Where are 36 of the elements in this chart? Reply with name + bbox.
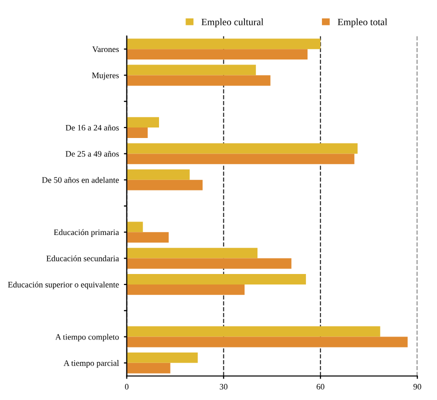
legend-label: Empleo cultural <box>202 18 264 28</box>
x-tick-label: 90 <box>413 384 422 390</box>
bar <box>126 248 258 258</box>
bar <box>126 128 148 138</box>
x-tick-label: 30 <box>220 384 228 390</box>
bar <box>126 49 308 60</box>
y-tick-label: De 25 a 49 años <box>66 150 119 157</box>
x-tick-label: 60 <box>316 384 324 390</box>
bar <box>126 326 380 337</box>
bar <box>126 232 169 243</box>
x-tick-label: 0 <box>124 384 128 390</box>
bar <box>126 64 256 76</box>
bar <box>126 352 198 363</box>
bar <box>126 154 354 164</box>
y-tick-label: Educación superior o equivalente <box>8 282 119 290</box>
bar <box>126 362 170 374</box>
bar <box>126 222 143 232</box>
legend-label: Empleo total <box>338 18 388 28</box>
y-tick-label: A tiempo completo <box>55 334 119 342</box>
bar <box>126 180 203 190</box>
y-tick-label: Mujeres <box>92 72 119 80</box>
y-tick-label: Educación primaria <box>54 229 119 237</box>
y-tick-label: De 16 a 24 años <box>66 124 119 131</box>
bar <box>126 169 190 180</box>
bar <box>126 38 320 50</box>
bar <box>126 117 160 128</box>
y-tick-label: A tiempo parcial <box>64 360 119 368</box>
bar <box>126 75 270 86</box>
bar <box>126 284 245 295</box>
bar <box>126 336 408 348</box>
y-tick-label: De 50 años en adelante <box>42 176 119 183</box>
y-tick-label: Educación secundaria <box>46 255 119 262</box>
bar <box>126 274 306 284</box>
bar <box>126 143 358 154</box>
bar <box>126 258 292 269</box>
y-tick-label: Varones <box>92 46 119 52</box>
